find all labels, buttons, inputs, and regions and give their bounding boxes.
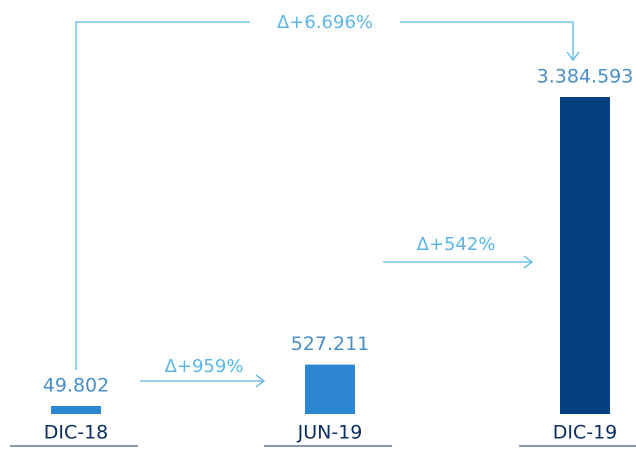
arrow-head: [255, 374, 266, 388]
bracket-arrow: [400, 21, 574, 60]
bar: [51, 406, 101, 414]
category-label: DIC-19: [553, 422, 618, 444]
arrow-head: [523, 255, 534, 269]
value-label: 3.384.593: [537, 66, 634, 88]
bracket-arrow: [75, 21, 250, 370]
bar: [305, 364, 355, 414]
category-label: JUN-19: [297, 422, 363, 444]
category-label: DIC-18: [44, 422, 109, 444]
annotation: Δ+542%: [417, 234, 496, 255]
annotation: Δ+959%: [165, 356, 244, 377]
arrow-head: [566, 51, 580, 62]
value-label: 49.802: [43, 375, 109, 397]
bar: [560, 97, 610, 414]
arrows: [75, 21, 580, 388]
annotation: Δ+6.696%: [277, 12, 373, 33]
value-label: 527.211: [291, 333, 370, 355]
